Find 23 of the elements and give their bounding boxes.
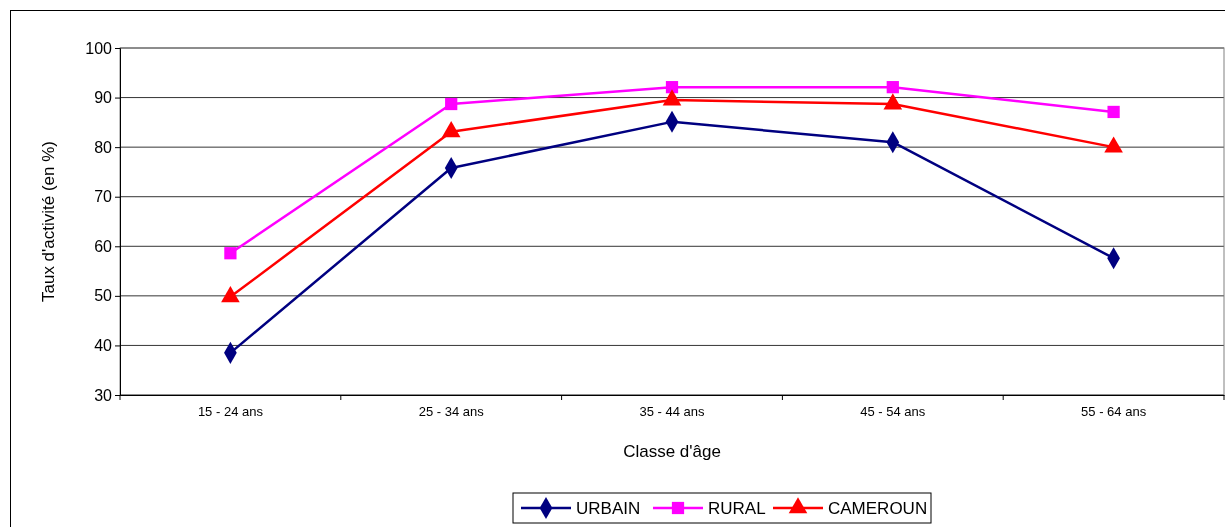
x-tick-label: 25 - 34 ans xyxy=(418,404,485,420)
y-tick-label: 60 xyxy=(94,237,113,255)
x-tick-label: 45 - 54 ans xyxy=(860,404,926,420)
x-tick-label: 35 - 44 ans xyxy=(639,404,706,420)
y-tick-label: 90 xyxy=(94,89,113,107)
legend-label: RURAL xyxy=(708,499,766,518)
y-tick-label: 100 xyxy=(85,39,113,57)
y-tick-label: 40 xyxy=(94,337,113,355)
point xyxy=(1107,105,1120,119)
point xyxy=(665,81,679,94)
x-axis-title: Classe d'âge xyxy=(623,442,721,461)
legend-label: URBAIN xyxy=(576,499,641,518)
point xyxy=(445,97,458,111)
y-tick-label: 70 xyxy=(94,188,113,206)
y-tick-label: 50 xyxy=(94,287,113,305)
x-tick-label: 15 - 24 ans xyxy=(197,404,264,420)
y-axis-title: Taux d'activité (en %) xyxy=(39,140,58,303)
x-tick-label: 55 - 64 ans xyxy=(1081,404,1147,420)
legend-label: CAMEROUN xyxy=(828,499,928,518)
y-tick-label: 30 xyxy=(94,386,113,404)
point xyxy=(886,81,899,94)
y-tick-label: 80 xyxy=(94,138,113,156)
point xyxy=(224,247,237,260)
